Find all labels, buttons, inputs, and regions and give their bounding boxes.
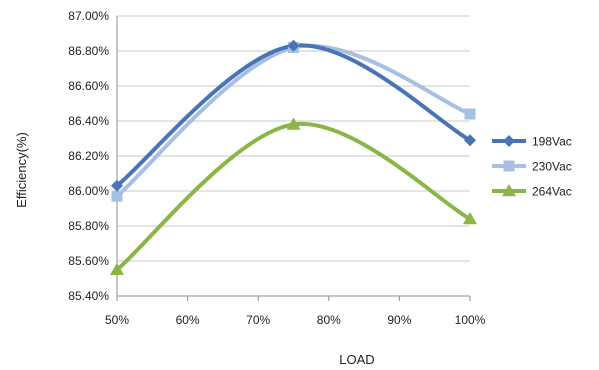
data-point-230Vac — [464, 108, 476, 120]
legend-label: 264Vac — [532, 185, 572, 199]
data-point-264Vac — [463, 212, 477, 225]
y-tick-labels: 85.40% 85.60% 85.80% 86.00% 86.20% 86.40% 86.6… — [68, 9, 109, 303]
data-markers — [110, 39, 477, 275]
series-lines — [115, 43, 472, 272]
legend-label: 230Vac — [532, 160, 572, 174]
y-tick-label: 85.60% — [68, 254, 109, 268]
gridlines — [117, 15, 470, 297]
legend-label: 198Vac — [532, 135, 572, 149]
x-tick-label: 60% — [176, 313, 200, 327]
y-tick-label: 86.80% — [68, 44, 109, 58]
legend-item-230Vac: 230Vac — [492, 160, 572, 174]
data-point-198Vac — [287, 39, 300, 52]
x-tick-label: 90% — [387, 313, 411, 327]
y-tick-label: 87.00% — [68, 9, 109, 23]
legend-item-264Vac: 264Vac — [492, 184, 572, 199]
x-tick-label: 50% — [105, 313, 129, 327]
y-tick-label: 86.20% — [68, 149, 109, 163]
x-tick-label: 100% — [455, 313, 486, 327]
data-point-230Vac — [111, 190, 123, 202]
x-tick-label: 80% — [317, 313, 341, 327]
series-line-198Vac — [115, 43, 472, 188]
y-tick-label: 85.80% — [68, 219, 109, 233]
axes — [116, 16, 471, 301]
data-point-198Vac — [464, 134, 476, 147]
data-point-264Vac — [286, 117, 301, 130]
x-tick-labels: 50% 60% 70% 80% 90% 100% — [105, 313, 486, 327]
y-tick-label: 85.40% — [68, 289, 109, 303]
legend-marker — [502, 184, 516, 197]
y-tick-label: 86.40% — [68, 114, 109, 128]
y-tick-label: 86.60% — [68, 79, 109, 93]
data-point-264Vac — [110, 262, 124, 275]
legend-marker — [503, 160, 515, 172]
series-line-264Vac — [115, 122, 472, 272]
legend-marker — [503, 135, 515, 147]
x-tick-label: 70% — [246, 313, 270, 327]
data-point-198Vac — [111, 179, 123, 192]
legend-item-198Vac: 198Vac — [492, 135, 572, 149]
y-tick-label: 86.00% — [68, 184, 109, 198]
legend: 198Vac 230Vac 264Vac — [492, 135, 572, 199]
y-axis-title: Efficiency(%) — [14, 132, 29, 208]
x-axis-title: LOAD — [339, 352, 374, 367]
